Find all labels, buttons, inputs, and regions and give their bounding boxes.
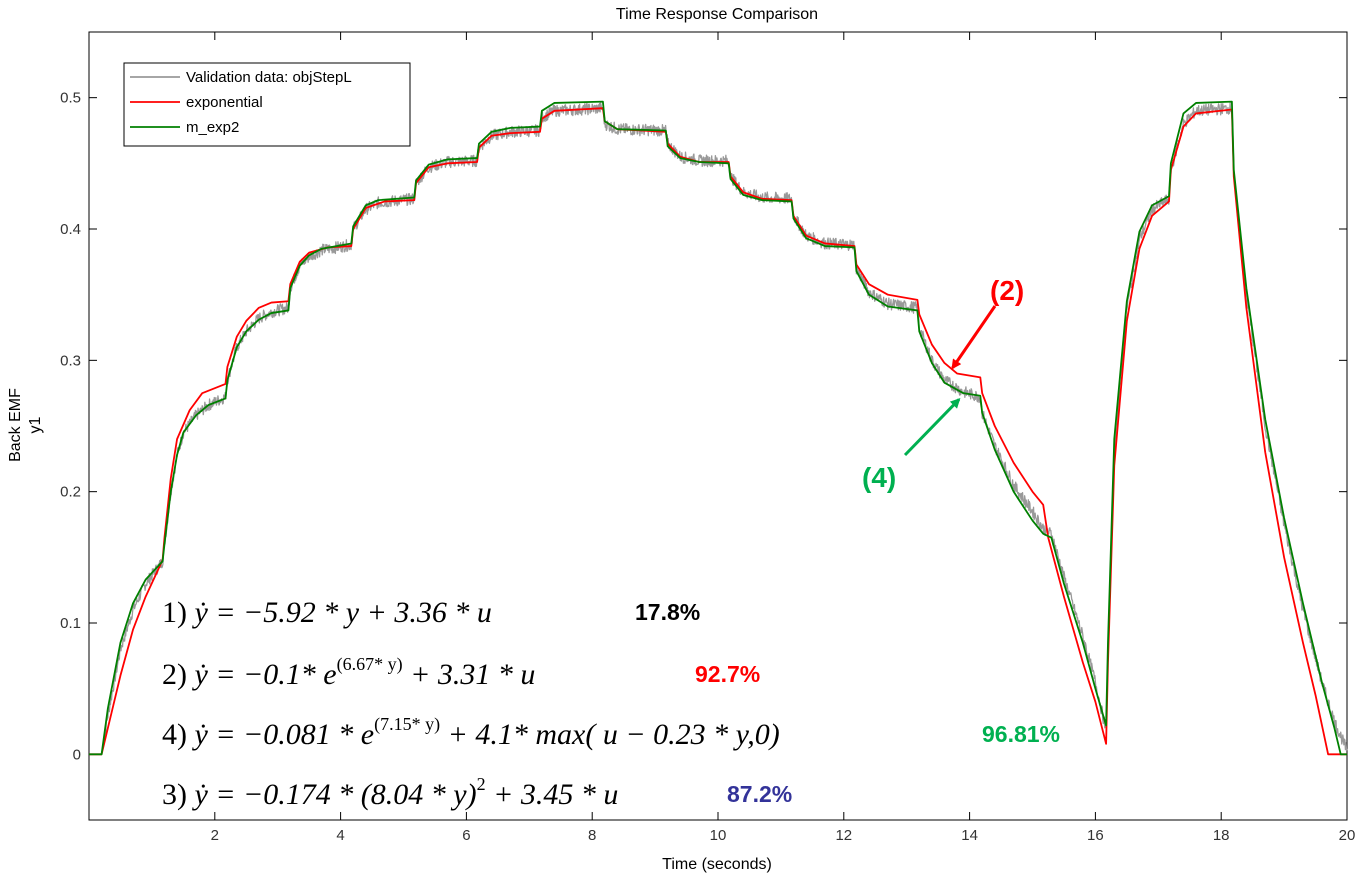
- series-line-2: [89, 100, 1347, 756]
- equations-block: 1) ẏ = −5.92 * y + 3.36 * u 17.8% 2) ẏ = −…: [162, 596, 1060, 811]
- series-layer: [88, 100, 1348, 756]
- fit-percentage: 92.7%: [695, 661, 760, 687]
- y-tick-label: 0.3: [60, 352, 81, 369]
- y-tick-label: 0.1: [60, 615, 81, 632]
- x-tick-label: 12: [835, 827, 852, 844]
- legend-label: Validation data: objStepL: [186, 69, 352, 86]
- annotation-arrow: [903, 398, 961, 457]
- fit-percentage: 87.2%: [727, 781, 792, 807]
- legend: Validation data: objStepL exponential m_ex…: [123, 62, 411, 147]
- equation-text: 1) ẏ = −5.92 * y + 3.36 * u: [162, 596, 492, 629]
- x-axis-ticks: 2 4 6 8 10 12 14 16 18 20: [211, 32, 1356, 844]
- legend-label: m_exp2: [186, 119, 239, 136]
- legend-label: exponential: [186, 94, 263, 111]
- y-axis-subtitle: y1: [27, 416, 44, 433]
- annotation-arrow: [951, 305, 997, 370]
- y-tick-label: 0.5: [60, 90, 81, 107]
- x-tick-label: 4: [336, 827, 344, 844]
- equation-text: 3) ẏ = −0.174 * (8.04 * y)2 + 3.45 * u: [162, 774, 618, 811]
- fit-percentage: 96.81%: [982, 721, 1060, 747]
- y-tick-label: 0.4: [60, 221, 81, 238]
- x-axis-title: Time (seconds): [662, 856, 772, 873]
- y-axis-title: Back EMF: [7, 388, 24, 462]
- fit-percentage: 17.8%: [635, 599, 700, 625]
- x-tick-label: 18: [1213, 827, 1230, 844]
- plot-area: [88, 31, 1348, 821]
- annotation-label: (2): [990, 275, 1024, 306]
- x-tick-label: 6: [462, 827, 470, 844]
- equation-text: 4) ẏ = −0.081 * e(7.15* y) + 4.1* max( u…: [162, 714, 780, 751]
- annotations: (2) (4): [862, 275, 1024, 493]
- annotation-label: (4): [862, 462, 896, 493]
- equation-text: 2) ẏ = −0.1* e(6.67* y) + 3.31 * u: [162, 654, 535, 691]
- y-axis-ticks: 0 0.1 0.2 0.3 0.4 0.5: [60, 90, 1347, 763]
- chart-title: Time Response Comparison: [616, 6, 818, 23]
- y-tick-label: 0: [73, 746, 81, 763]
- y-tick-label: 0.2: [60, 484, 81, 501]
- x-tick-label: 2: [211, 827, 219, 844]
- series-line-1: [89, 107, 1347, 756]
- x-tick-label: 8: [588, 827, 596, 844]
- x-tick-label: 16: [1087, 827, 1104, 844]
- x-tick-label: 20: [1339, 827, 1356, 844]
- x-tick-label: 14: [961, 827, 978, 844]
- x-tick-label: 10: [710, 827, 727, 844]
